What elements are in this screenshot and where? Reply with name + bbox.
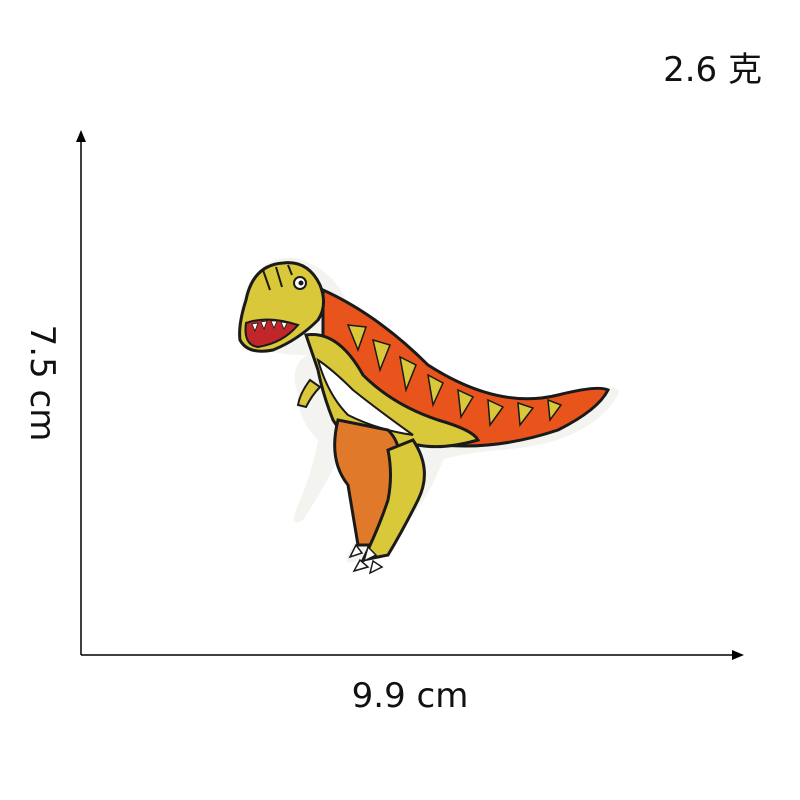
dino-claws [348,543,384,575]
height-axis-arrowhead [76,130,86,142]
weight-label: 2.6 克 [663,50,762,90]
dino-teeth [251,320,288,333]
width-axis-arrowhead [732,650,744,660]
dino-pupil [298,280,304,286]
dino-arm [296,378,322,409]
dino-head-stripes [262,264,293,291]
width-dimension-label: 9.9 cm [351,676,469,716]
dino-front-leg [360,438,426,563]
dinosaur-embroidered-patch-icon [238,257,619,575]
dino-stripes [346,324,563,428]
height-dimension-label: 7.5 cm [22,324,62,442]
dino-belly [316,357,414,436]
